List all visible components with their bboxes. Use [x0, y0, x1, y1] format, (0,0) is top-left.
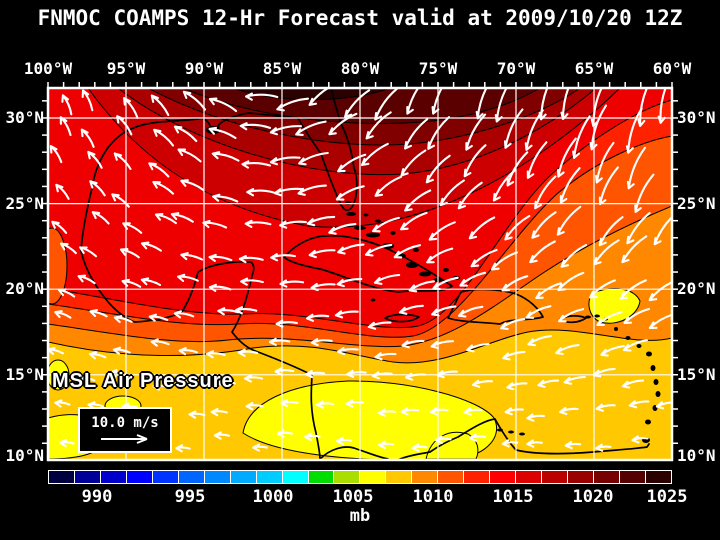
colorbar: [48, 470, 672, 484]
colorbar-cell: [438, 471, 464, 483]
page-title: FNMOC COAMPS 12-Hr Forecast valid at 200…: [37, 6, 683, 30]
colorbar-cell: [594, 471, 619, 483]
latlon-grid: [48, 88, 672, 460]
colorbar-cell: [619, 471, 645, 483]
lat-label: 15°N: [677, 364, 716, 384]
colorbar-cell: [74, 471, 100, 483]
lat-label: 20°N: [5, 279, 44, 299]
colorbar-tick-label: 1025: [646, 487, 688, 507]
colorbar-cell: [360, 471, 386, 483]
colorbar-cell: [386, 471, 412, 483]
lat-label: 20°N: [677, 279, 716, 299]
colorbar-cell: [230, 471, 256, 483]
colorbar-cell: [152, 471, 178, 483]
colorbar-tick-label: 1005: [332, 487, 374, 507]
colorbar-cell: [178, 471, 204, 483]
lat-label: 30°N: [5, 108, 44, 127]
colorbar-cell: [100, 471, 126, 483]
axis-ticks: [42, 82, 678, 444]
wind-scale-legend: 10.0 m/s: [78, 407, 172, 453]
wind-scale-arrow-icon: [101, 434, 148, 444]
colorbar-tick-label: 1000: [252, 487, 294, 507]
colorbar-cell: [568, 471, 594, 483]
lon-label: 80°W: [340, 59, 380, 78]
lon-label: 85°W: [262, 59, 302, 78]
colorbar-cell: [464, 471, 490, 483]
lat-label: 30°N: [677, 108, 716, 127]
colorbar-tick-label: 1010: [412, 487, 454, 507]
colorbar-cell: [334, 471, 360, 483]
colorbar-cell: [282, 471, 308, 483]
colorbar-cell: [645, 471, 671, 483]
field-label: MSL Air Pressure: [52, 370, 234, 392]
wind-arrows: [48, 88, 672, 453]
forecast-map: [42, 82, 678, 462]
colorbar-tick-label: 995: [174, 487, 206, 507]
colorbar-tick-label: 1020: [572, 487, 614, 507]
map-border: [46, 86, 674, 462]
lon-label: 60°W: [652, 59, 692, 78]
lon-label: 90°W: [184, 59, 224, 78]
lon-label: 75°W: [418, 59, 458, 78]
colorbar-cell: [308, 471, 334, 483]
lon-label: 70°W: [496, 59, 536, 78]
lat-label: 15°N: [5, 364, 44, 384]
colorbar-tick-label: 1015: [492, 487, 534, 507]
lon-label: 65°W: [574, 59, 614, 78]
lat-label: 10°N: [5, 445, 44, 465]
colorbar-cell: [126, 471, 152, 483]
colorbar-cell: [542, 471, 568, 483]
wind-scale-label: 10.0 m/s: [91, 415, 159, 431]
colorbar-cell: [516, 471, 542, 483]
lon-label: 100°W: [23, 59, 73, 78]
colorbar-cell: [256, 471, 282, 483]
colorbar-cell: [490, 471, 516, 483]
colorbar-cell: [412, 471, 438, 483]
lat-label: 10°N: [677, 445, 716, 465]
lat-label: 25°N: [677, 193, 716, 213]
colorbar-unit: mb: [349, 506, 371, 526]
lon-label: 95°W: [106, 59, 146, 78]
colorbar-cell: [49, 471, 74, 483]
lat-label: 25°N: [5, 193, 44, 213]
colorbar-cell: [204, 471, 230, 483]
colorbar-tick-label: 990: [81, 487, 113, 507]
